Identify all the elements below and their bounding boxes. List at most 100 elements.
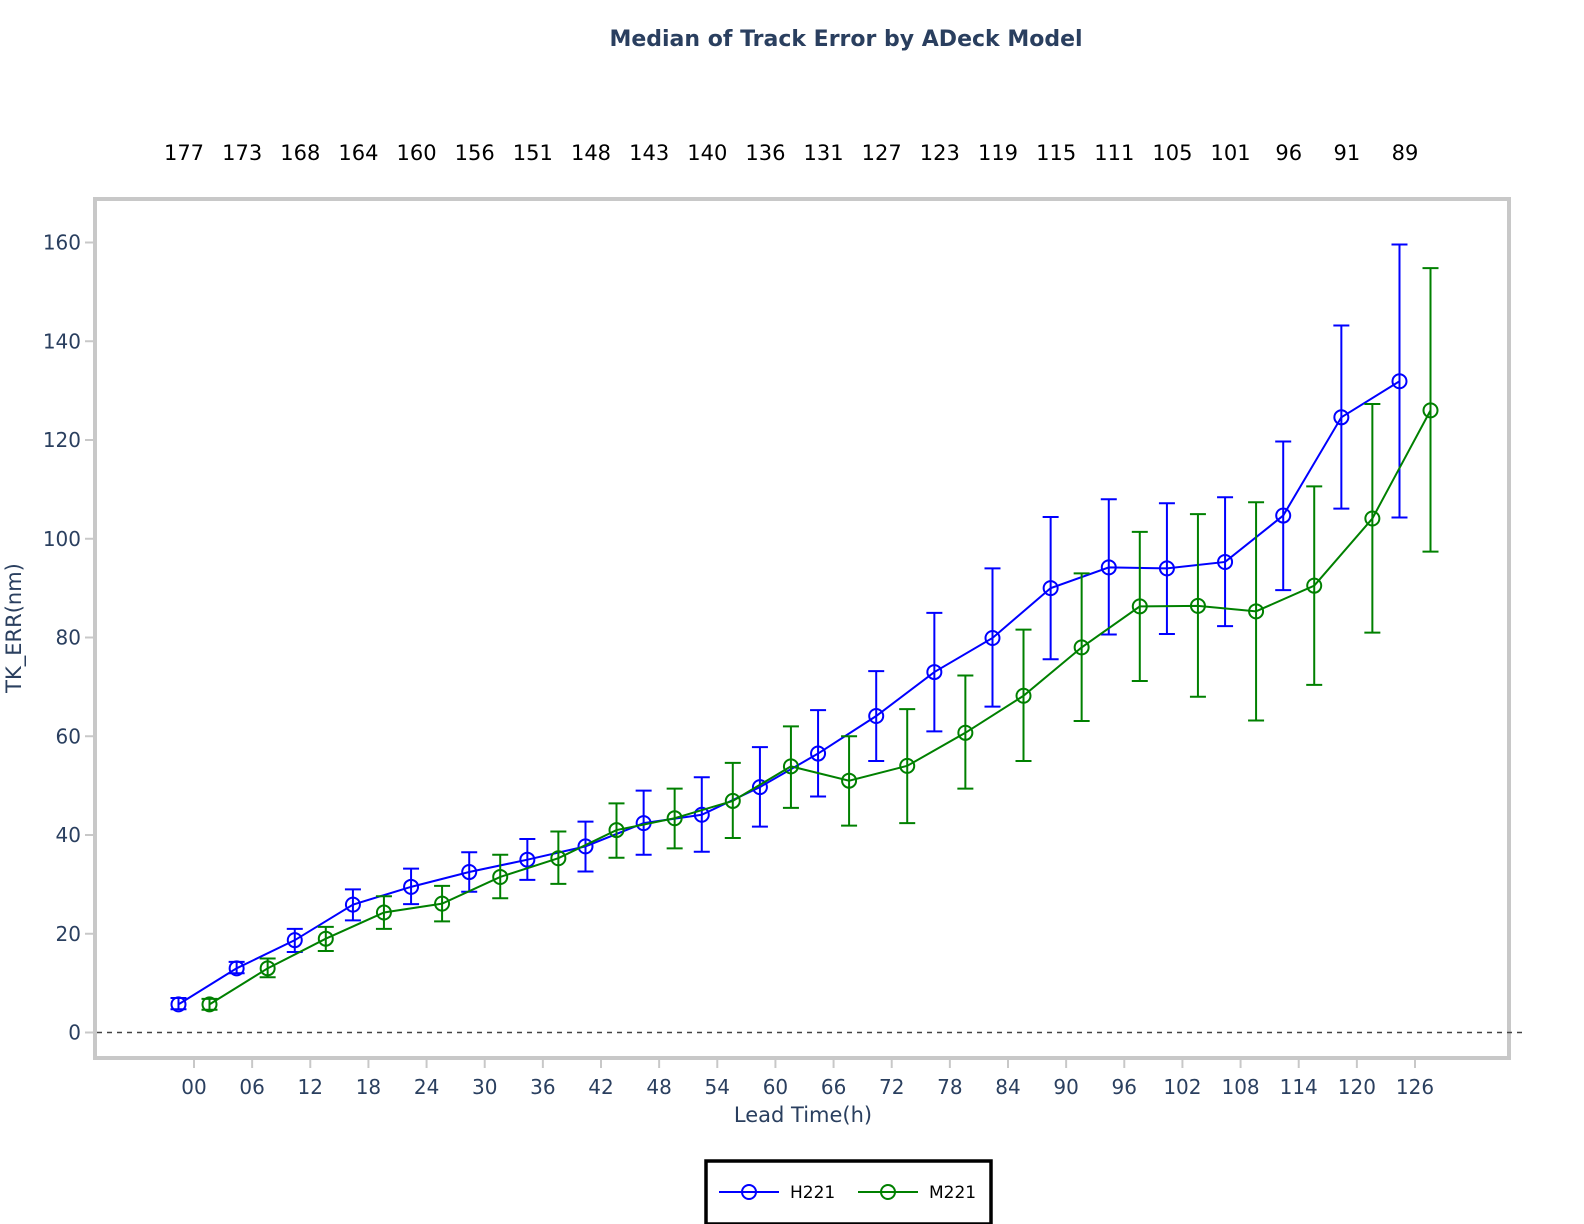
x-tick-label: 42 bbox=[588, 1075, 613, 1099]
data-point bbox=[899, 757, 916, 774]
legend-label-h221: H221 bbox=[790, 1183, 835, 1203]
y-tick-label: 120 bbox=[43, 428, 81, 452]
sample-count-label: 148 bbox=[571, 141, 611, 165]
data-point bbox=[1422, 402, 1439, 419]
legend-marker-h221 bbox=[741, 1184, 757, 1200]
error-bar bbox=[1391, 243, 1408, 519]
data-point bbox=[434, 895, 451, 912]
x-tick-label: 78 bbox=[937, 1075, 962, 1099]
sample-count-label: 123 bbox=[920, 141, 960, 165]
data-point bbox=[841, 772, 858, 789]
x-axis-title: Lead Time(h) bbox=[734, 1103, 872, 1127]
sample-count-label: 105 bbox=[1152, 141, 1192, 165]
x-tick-label: 12 bbox=[298, 1075, 323, 1099]
data-point bbox=[519, 851, 536, 868]
data-point bbox=[724, 792, 741, 809]
data-point bbox=[666, 810, 683, 827]
x-tick-label: 66 bbox=[821, 1075, 846, 1099]
series-layer bbox=[170, 243, 1439, 1013]
data-point bbox=[201, 996, 218, 1013]
sample-count-label: 111 bbox=[1094, 141, 1134, 165]
plot-frame bbox=[93, 197, 1511, 1060]
x-tick-label: 48 bbox=[646, 1075, 671, 1099]
sample-count-label: 168 bbox=[280, 141, 320, 165]
x-tick-label: 54 bbox=[705, 1075, 730, 1099]
sample-count-label: 173 bbox=[222, 141, 262, 165]
sample-count-label: 143 bbox=[629, 141, 669, 165]
y-tick-label: 60 bbox=[56, 724, 81, 748]
y-axis-ticks: 0 20 40 60 80 100 120 140 160 bbox=[43, 231, 93, 1045]
error-bar bbox=[1422, 267, 1439, 553]
sample-count-label: 160 bbox=[397, 141, 437, 165]
data-point bbox=[1391, 373, 1408, 390]
x-tick-label: 00 bbox=[181, 1075, 206, 1099]
legend-marker-m221 bbox=[880, 1184, 896, 1200]
data-point bbox=[1217, 553, 1234, 570]
data-point bbox=[1333, 409, 1350, 426]
data-point bbox=[1073, 639, 1090, 656]
sample-count-label: 140 bbox=[687, 141, 727, 165]
sample-count-label: 151 bbox=[513, 141, 553, 165]
data-point bbox=[259, 960, 276, 977]
data-point bbox=[286, 932, 303, 949]
sample-count-row: 177 173 168 164 160 156 151 148 143 140 136 131 127 1… bbox=[164, 141, 1418, 165]
y-tick-label: 0 bbox=[68, 1021, 81, 1045]
data-point bbox=[577, 838, 594, 855]
chart-title: Median of Track Error by ADeck Model bbox=[609, 27, 1082, 52]
x-axis-ticks: 00 06 12 18 24 30 36 42 48 54 60 66 72 78 84 90 96 102 108… bbox=[181, 1060, 1434, 1099]
data-point bbox=[1189, 597, 1206, 614]
data-point bbox=[868, 708, 885, 725]
data-point bbox=[608, 822, 625, 839]
x-tick-label: 60 bbox=[763, 1075, 788, 1099]
data-point bbox=[693, 806, 710, 823]
x-tick-label: 114 bbox=[1280, 1075, 1318, 1099]
x-tick-label: 96 bbox=[1112, 1075, 1137, 1099]
data-point bbox=[492, 868, 509, 885]
data-point bbox=[317, 930, 334, 947]
series-line bbox=[208, 409, 1432, 1006]
sample-count-label: 115 bbox=[1036, 141, 1076, 165]
sample-count-label: 127 bbox=[862, 141, 902, 165]
x-tick-label: 102 bbox=[1163, 1075, 1201, 1099]
series-h221 bbox=[170, 243, 1408, 1013]
legend: H221 M221 bbox=[704, 1159, 993, 1224]
data-point bbox=[1015, 687, 1032, 704]
sample-count-label: 136 bbox=[745, 141, 785, 165]
data-point bbox=[1042, 580, 1059, 597]
sample-count-label: 156 bbox=[455, 141, 495, 165]
data-point bbox=[957, 724, 974, 741]
data-point bbox=[1364, 510, 1381, 527]
x-tick-label: 126 bbox=[1396, 1075, 1434, 1099]
y-tick-label: 40 bbox=[56, 823, 81, 847]
data-point bbox=[344, 896, 361, 913]
data-point bbox=[810, 745, 827, 762]
x-tick-label: 84 bbox=[995, 1075, 1020, 1099]
x-tick-label: 06 bbox=[239, 1075, 264, 1099]
data-point bbox=[403, 878, 420, 895]
data-point bbox=[984, 629, 1001, 646]
x-tick-label: 24 bbox=[414, 1075, 439, 1099]
data-point bbox=[550, 850, 567, 867]
y-axis-title: TK_ERR(nm) bbox=[2, 563, 27, 694]
x-tick-label: 72 bbox=[879, 1075, 904, 1099]
x-tick-label: 108 bbox=[1221, 1075, 1259, 1099]
series-m221 bbox=[201, 267, 1439, 1013]
sample-count-label: 119 bbox=[978, 141, 1018, 165]
sample-count-label: 89 bbox=[1392, 141, 1419, 165]
y-tick-label: 80 bbox=[56, 626, 81, 650]
y-tick-label: 20 bbox=[56, 922, 81, 946]
y-tick-label: 140 bbox=[43, 329, 81, 353]
data-point bbox=[228, 960, 245, 977]
x-tick-label: 18 bbox=[356, 1075, 381, 1099]
x-tick-label: 30 bbox=[472, 1075, 497, 1099]
y-tick-label: 160 bbox=[43, 231, 81, 255]
data-point bbox=[1131, 598, 1148, 615]
series-line bbox=[177, 380, 1401, 1006]
data-point bbox=[461, 864, 478, 881]
y-tick-label: 100 bbox=[43, 527, 81, 551]
sample-count-label: 131 bbox=[804, 141, 844, 165]
data-point bbox=[375, 904, 392, 921]
sample-count-label: 164 bbox=[338, 141, 378, 165]
data-point bbox=[1306, 577, 1323, 594]
